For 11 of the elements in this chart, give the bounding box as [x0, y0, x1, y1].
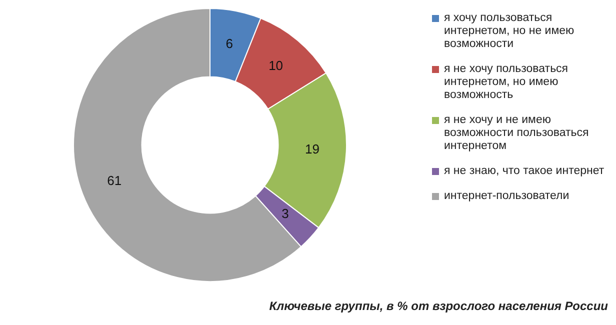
data-label: 6 [226, 36, 233, 52]
data-label: 10 [268, 58, 284, 74]
legend-label: я не хочу пользоваться интернетом, но имею возможность [444, 63, 570, 102]
legend-label: я не знаю, что такое интернет [444, 165, 604, 178]
legend-label: я не хочу и не имею возможности пользоваться интернетом [444, 114, 590, 153]
legend-label: интернет-пользователи [444, 190, 570, 203]
data-label: 61 [107, 173, 122, 188]
data-label: 3 [282, 206, 289, 222]
data-label: 19 [305, 141, 320, 156]
legend-label: я хочу пользоваться интернетом, но не имею возможности [444, 12, 576, 51]
text: Ключевые группы, в % от взрослого населения России [269, 299, 608, 313]
